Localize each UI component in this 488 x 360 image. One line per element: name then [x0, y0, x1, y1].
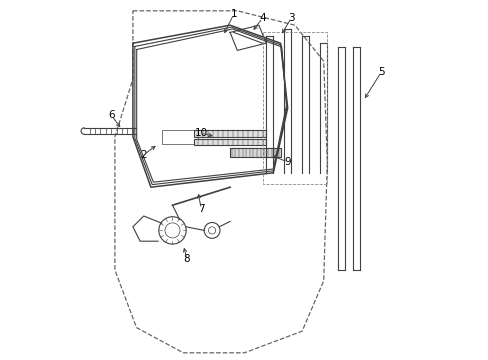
Text: 4: 4 — [259, 13, 265, 23]
Text: 6: 6 — [108, 110, 114, 120]
Text: 10: 10 — [194, 128, 207, 138]
Text: 1: 1 — [230, 9, 237, 19]
Text: 7: 7 — [198, 204, 204, 214]
Text: 5: 5 — [377, 67, 384, 77]
Bar — [194, 130, 265, 137]
Bar — [162, 130, 197, 144]
Text: 9: 9 — [284, 157, 290, 167]
Text: 2: 2 — [140, 150, 147, 160]
Text: 3: 3 — [287, 13, 294, 23]
Bar — [230, 148, 280, 157]
Text: 8: 8 — [183, 254, 190, 264]
Bar — [194, 139, 265, 145]
